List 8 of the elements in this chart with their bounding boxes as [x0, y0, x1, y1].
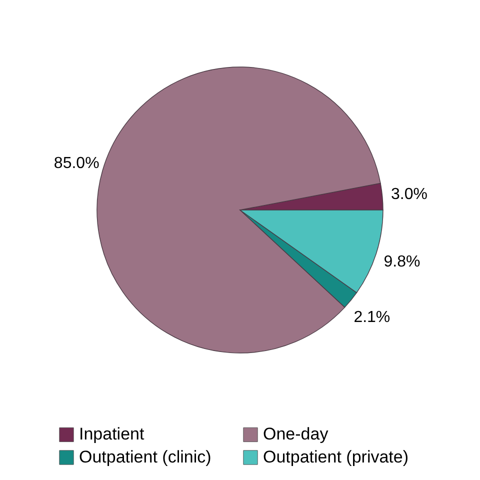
- legend-label: Outpatient (private): [263, 448, 409, 466]
- data-label: 85.0%: [54, 155, 100, 172]
- legend-label: One-day: [263, 424, 329, 444]
- data-label: 3.0%: [391, 186, 428, 203]
- legend-label: Outpatient (clinic): [79, 448, 212, 466]
- data-label: 2.1%: [354, 309, 390, 326]
- legend-label: Inpatient: [79, 424, 144, 444]
- data-label: 9.8%: [384, 254, 420, 271]
